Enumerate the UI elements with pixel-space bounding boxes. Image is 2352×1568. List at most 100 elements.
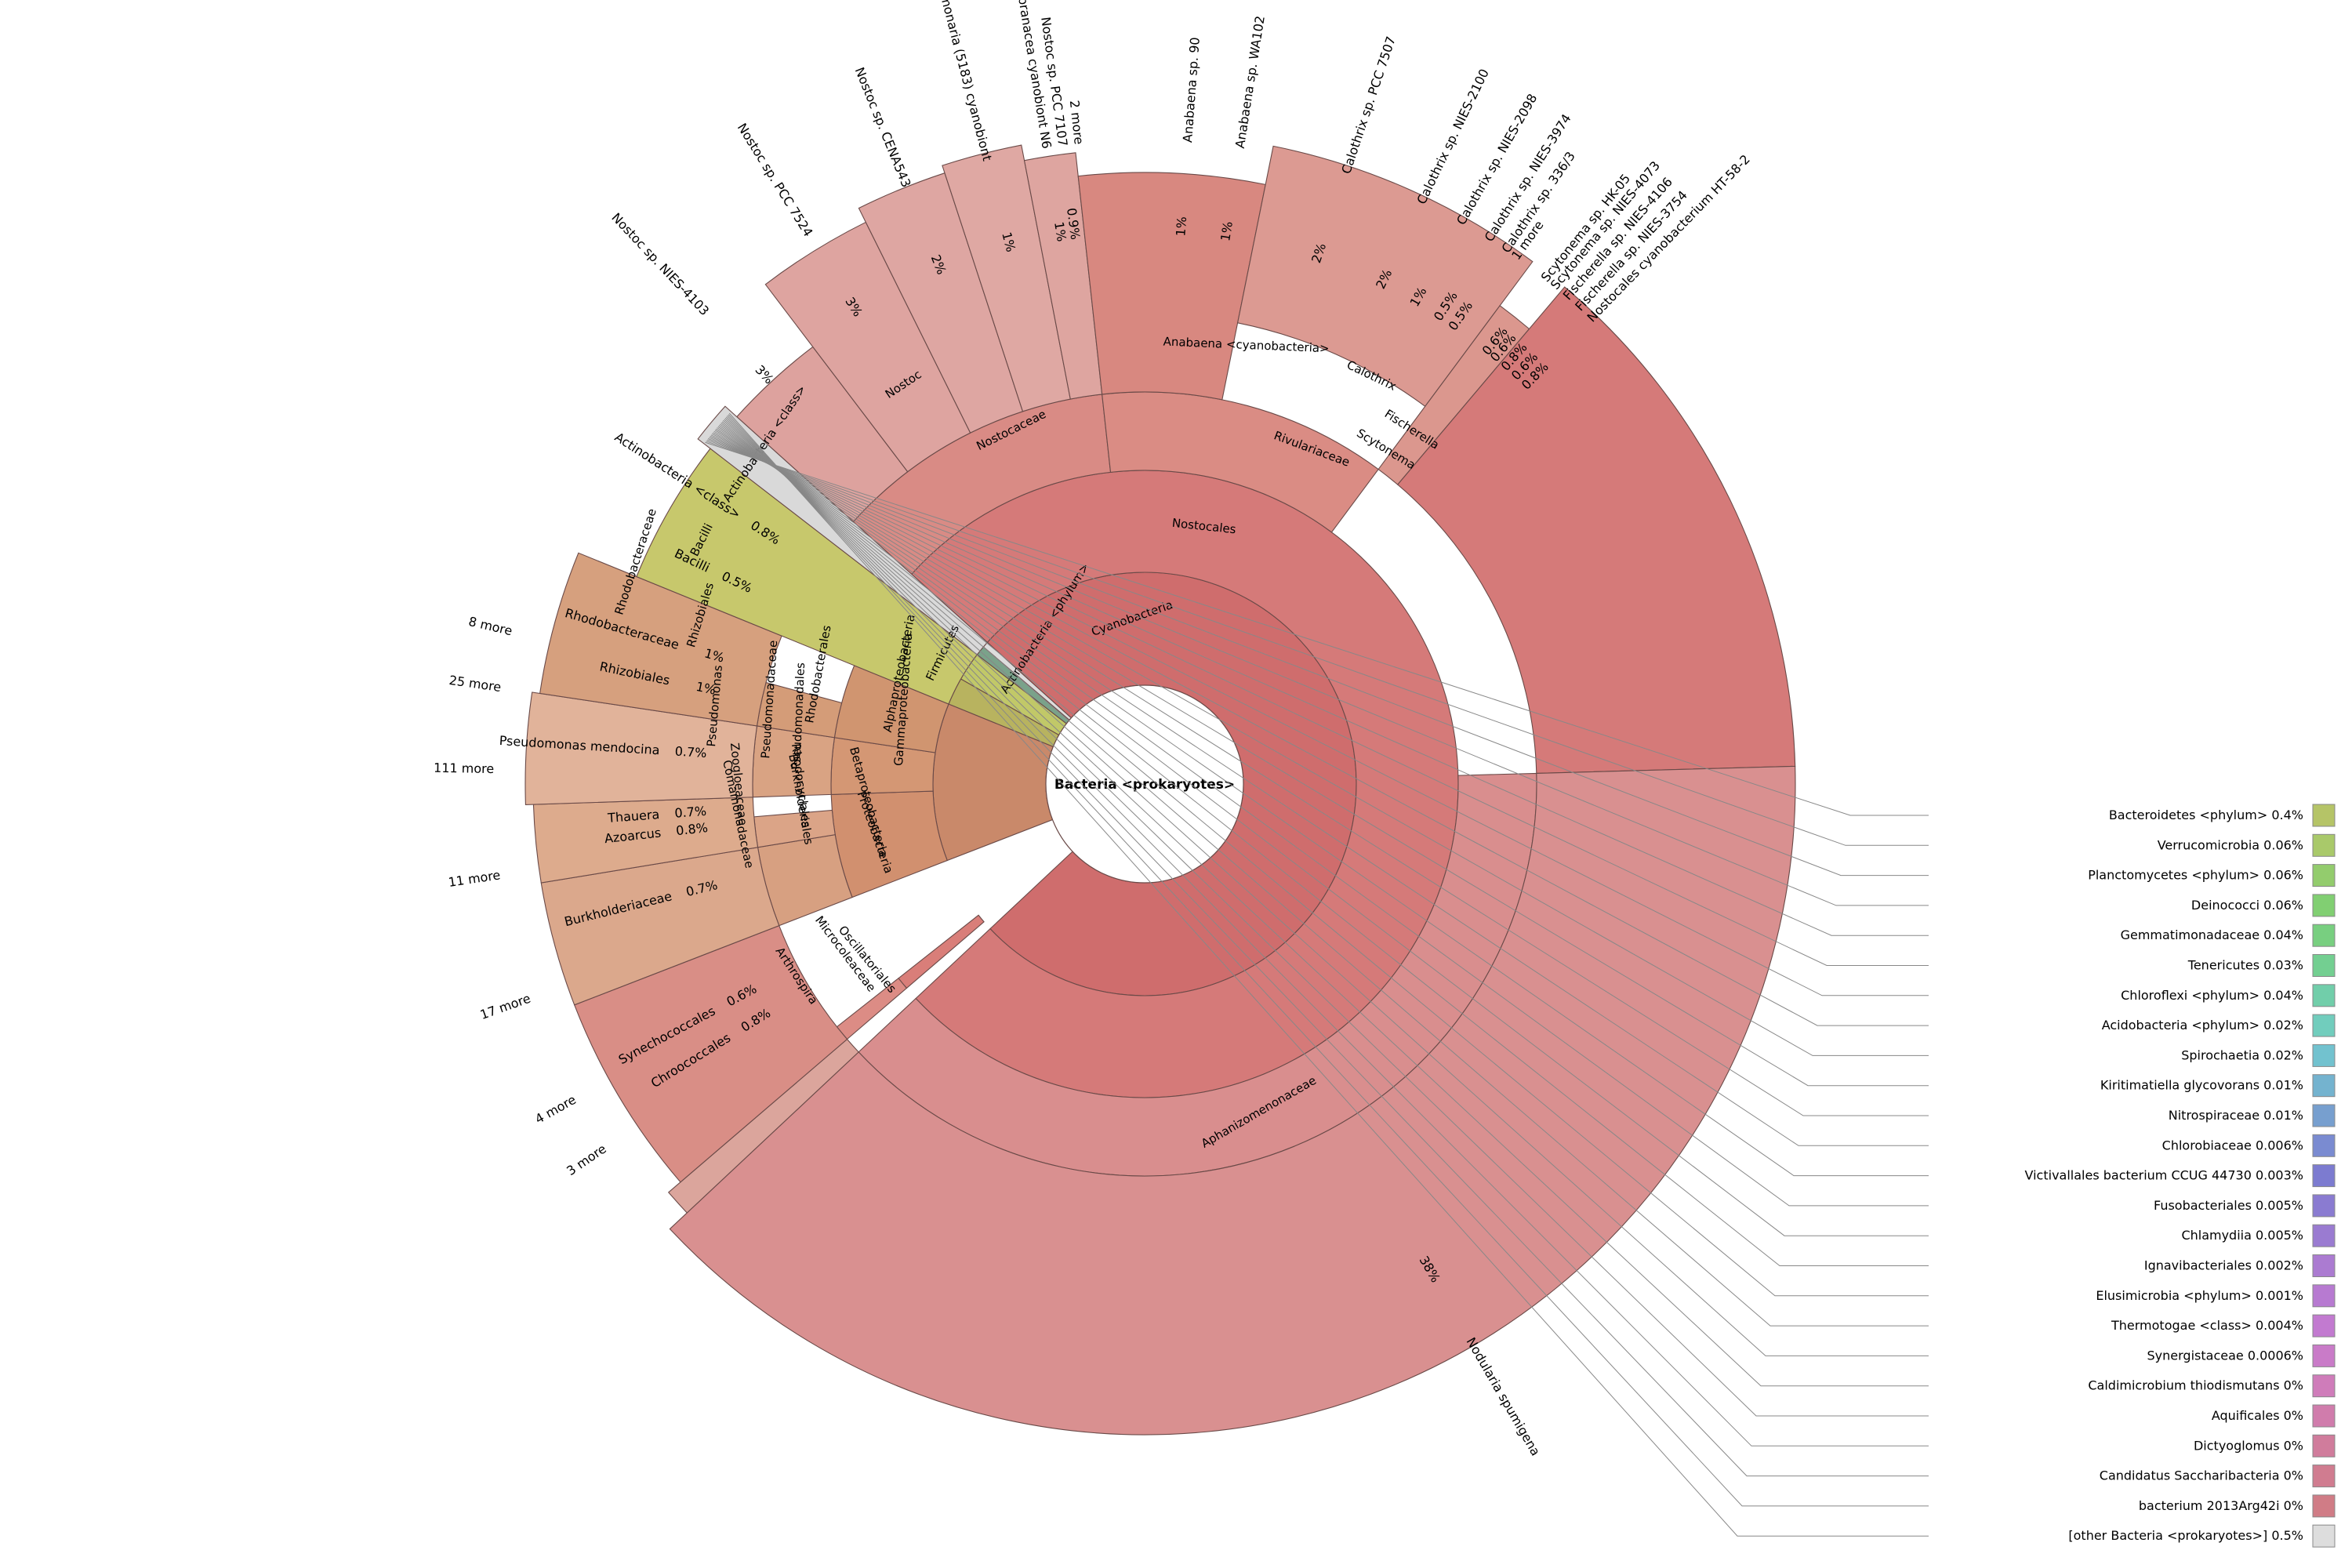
- legend-item[interactable]: Deinococci 0.06%: [707, 438, 2336, 917]
- legend-swatch: [2312, 894, 2336, 917]
- outer-percentage: 1%: [695, 679, 717, 698]
- legend-callout: [725, 416, 1929, 1446]
- legend-label: Tenericutes 0.03%: [2187, 958, 2303, 973]
- segment-outer-15[interactable]: [539, 552, 782, 727]
- leaf-percentage: 1%: [1218, 220, 1236, 242]
- legend-callout: [724, 417, 1929, 1417]
- legend-swatch: [2312, 1314, 2336, 1338]
- leaf-label: Nostoc sp. PCC 7524: [735, 121, 816, 240]
- legend-label: Deinococci 0.06%: [2191, 898, 2303, 913]
- legend-callout: [717, 426, 1929, 1207]
- legend-callout: [714, 430, 1929, 1116]
- root-label: Bacteria <prokaryotes>: [1054, 777, 1235, 793]
- legend-item[interactable]: Thermotogae <class> 0.004%: [721, 421, 2336, 1338]
- leaf-label: Lobaria pulmonaria (5183) cyanobiont: [920, 0, 994, 162]
- legend-item[interactable]: Verrucomicrobia 0.06%: [706, 441, 2336, 857]
- segment-outer-5[interactable]: [1077, 172, 1266, 401]
- legend-callout: [710, 435, 1929, 966]
- legend-swatch: [2312, 1254, 2336, 1277]
- legend-callout: [715, 428, 1929, 1146]
- legend-callout: [720, 422, 1929, 1297]
- legend-callout: [728, 412, 1929, 1537]
- leaf-label: Nodularia spumigena: [1464, 1335, 1544, 1458]
- segment-outer-8[interactable]: [1396, 286, 1796, 774]
- outer-percentage: 0.7%: [674, 744, 707, 760]
- more-label: 8 more: [467, 614, 514, 638]
- legend-item[interactable]: Chloroflexi <phylum> 0.04%: [710, 434, 2336, 1007]
- more-label: 17 more: [478, 991, 532, 1022]
- legend-label: Spirochaetia 0.02%: [2181, 1047, 2303, 1062]
- legend-swatch: [2312, 1344, 2336, 1367]
- legend-callout: [724, 419, 1929, 1387]
- legend-label: Synergistaceae 0.0006%: [2147, 1348, 2303, 1363]
- legend-label: Elusimicrobia <phylum> 0.001%: [2096, 1288, 2303, 1303]
- legend-swatch: [2312, 1224, 2336, 1247]
- legend-swatch: [2312, 1465, 2336, 1488]
- legend-item[interactable]: Gemmatimonadaceae 0.04%: [709, 437, 2336, 947]
- legend-item[interactable]: Spirochaetia 0.02%: [713, 432, 2336, 1067]
- legend-item[interactable]: Aquificales 0%: [724, 417, 2336, 1428]
- legend-label: Chlamydiia 0.005%: [2181, 1228, 2303, 1243]
- legend-callout: [709, 437, 1929, 936]
- legend-label: Caldimicrobium thiodismutans 0%: [2088, 1378, 2303, 1393]
- legend-item[interactable]: Kiritimatiella glycovorans 0.01%: [713, 430, 2336, 1098]
- legend-item[interactable]: Chlamydiia 0.005%: [718, 425, 2336, 1247]
- legend-label: Planctomycetes <phylum> 0.06%: [2088, 868, 2303, 883]
- legend-item[interactable]: Elusimicrobia <phylum> 0.001%: [720, 422, 2336, 1308]
- legend-label: Chlorobiaceae 0.006%: [2162, 1138, 2303, 1152]
- legend-item[interactable]: Dictyoglomus 0%: [725, 416, 2336, 1457]
- legend-item[interactable]: Victivallales bacterium CCUG 44730 0.003…: [717, 427, 2336, 1188]
- legend-swatch: [2312, 1524, 2336, 1548]
- legend-label: Candidatus Saccharibacteria 0%: [2100, 1468, 2303, 1483]
- segment-outer-6[interactable]: [1236, 145, 1534, 408]
- legend-label: Nitrospiraceae 0.01%: [2169, 1108, 2303, 1123]
- root-node[interactable]: [1045, 684, 1244, 884]
- legend-swatch: [2312, 984, 2336, 1007]
- legend-callout: [710, 434, 1929, 996]
- leaf-percentage: 1%: [1173, 216, 1189, 237]
- legend-callout: [721, 421, 1929, 1327]
- segment-orderclass-2[interactable]: [830, 790, 948, 898]
- legend-item[interactable]: Bacteroidetes <phylum> 0.4%: [705, 441, 2336, 827]
- legend-item[interactable]: Planctomycetes <phylum> 0.06%: [706, 439, 2336, 887]
- legend-item[interactable]: Synergistaceae 0.0006%: [723, 419, 2336, 1367]
- legend-swatch: [2312, 1404, 2336, 1428]
- legend-label: bacterium 2013Arg42i 0%: [2139, 1498, 2303, 1513]
- legend-swatch: [2312, 924, 2336, 947]
- legend-item[interactable]: bacterium 2013Arg42i 0%: [728, 414, 2336, 1518]
- legend-item[interactable]: Acidobacteria <phylum> 0.02%: [711, 433, 2336, 1037]
- legend-label: Acidobacteria <phylum> 0.02%: [2102, 1018, 2303, 1033]
- legend-item[interactable]: [other Bacteria <prokaryotes>] 0.5%: [728, 412, 2336, 1548]
- legend-swatch: [2312, 1044, 2336, 1067]
- legend-label: Gemmatimonadaceae 0.04%: [2121, 927, 2303, 942]
- legend-item[interactable]: Caldimicrobium thiodismutans 0%: [724, 419, 2336, 1398]
- legend-swatch: [2312, 1284, 2336, 1308]
- more-label: 25 more: [448, 673, 503, 695]
- legend-label: Bacteroidetes <phylum> 0.4%: [2109, 808, 2303, 822]
- legend-item[interactable]: Chlorobiaceae 0.006%: [715, 428, 2336, 1157]
- legend-callout: [713, 430, 1929, 1087]
- legend-callout: [720, 423, 1929, 1266]
- legend-callout: [713, 432, 1929, 1056]
- legend-item[interactable]: Candidatus Saccharibacteria 0%: [727, 415, 2336, 1488]
- legend-callout: [706, 439, 1929, 877]
- legend-swatch: [2312, 1374, 2336, 1398]
- legend-item[interactable]: Ignavibacteriales 0.002%: [720, 423, 2336, 1277]
- legend-label: Chloroflexi <phylum> 0.04%: [2121, 988, 2303, 1003]
- legend-item[interactable]: Tenericutes 0.03%: [710, 435, 2336, 977]
- leaf-label: Calothrix sp. PCC 7507: [1338, 34, 1399, 176]
- legend-swatch: [2312, 864, 2336, 887]
- legend-callout: [706, 441, 1929, 846]
- legend-callout: [707, 438, 1929, 906]
- legend-callout: [717, 427, 1929, 1177]
- more-label: 11 more: [448, 867, 502, 890]
- segment-outer-14[interactable]: [524, 691, 758, 806]
- legend-label: Kiritimatiella glycovorans 0.01%: [2100, 1078, 2303, 1093]
- legend-item[interactable]: Nitrospiraceae 0.01%: [714, 430, 2336, 1127]
- legend-swatch: [2312, 1134, 2336, 1157]
- legend-swatch: [2312, 954, 2336, 977]
- legend-item[interactable]: Fusobacteriales 0.005%: [717, 426, 2336, 1218]
- legend-swatch: [2312, 1494, 2336, 1518]
- legend-label: Verrucomicrobia 0.06%: [2158, 837, 2303, 852]
- inner-label: Pseudomonadales: [789, 662, 808, 769]
